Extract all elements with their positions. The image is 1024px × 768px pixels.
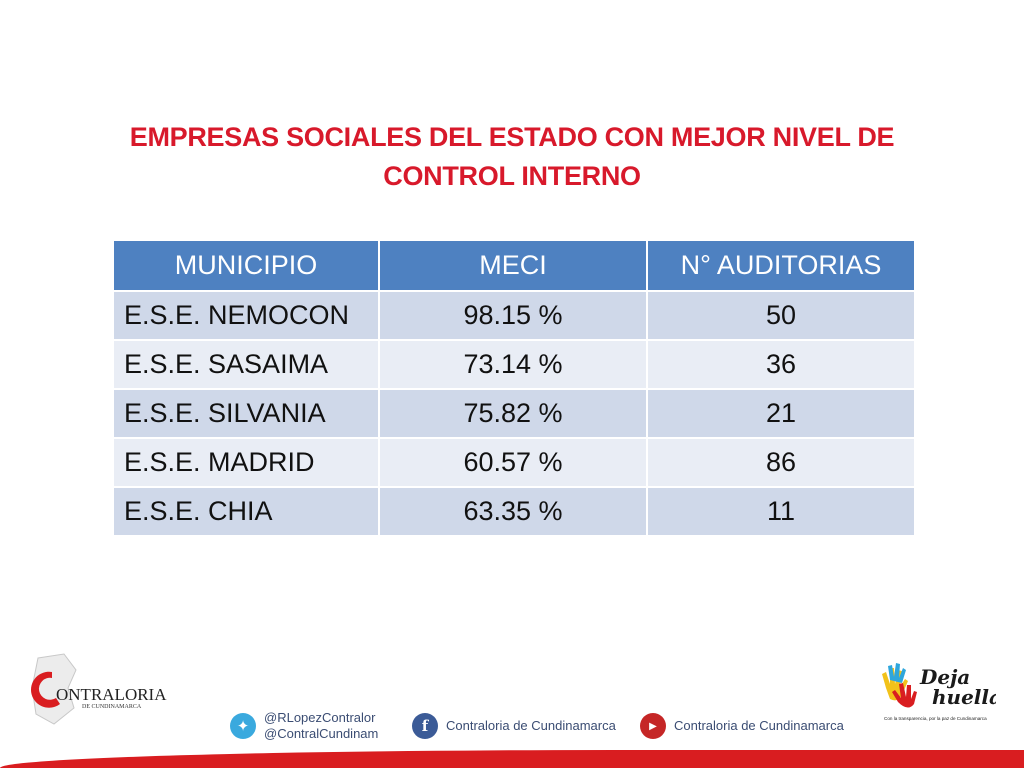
cell-municipio: E.S.E. SASAIMA [112, 339, 380, 390]
facebook-label[interactable]: Contraloria de Cundinamarca [446, 718, 616, 733]
youtube-contact[interactable]: ▶ Contraloria de Cundinamarca [640, 708, 844, 744]
cell-meci: 75.82 % [378, 388, 648, 439]
table-header-row: MUNICIPIO MECI N° AUDITORIAS [112, 239, 916, 292]
cell-auditorias: 11 [646, 486, 916, 537]
table-row: E.S.E. SILVANIA 75.82 % 21 [112, 388, 916, 439]
cell-meci: 60.57 % [378, 437, 648, 488]
cell-municipio: E.S.E. CHIA [112, 486, 380, 537]
table-row: E.S.E. NEMOCON 98.15 % 50 [112, 290, 916, 341]
column-header-meci: MECI [378, 239, 648, 292]
bottom-accent-bar [0, 750, 1024, 768]
cell-municipio: E.S.E. NEMOCON [112, 290, 380, 341]
slide-title: EMPRESAS SOCIALES DEL ESTADO CON MEJOR N… [60, 118, 964, 196]
cell-auditorias: 50 [646, 290, 916, 341]
youtube-label[interactable]: Contraloria de Cundinamarca [674, 718, 844, 733]
cell-auditorias: 86 [646, 437, 916, 488]
title-line-2: CONTROL INTERNO [383, 161, 641, 191]
facebook-contact[interactable]: f Contraloria de Cundinamarca [412, 708, 616, 744]
twitter-contact[interactable]: ✦ @RLopezContralor @ContralCundinam [230, 708, 378, 744]
title-line-1: EMPRESAS SOCIALES DEL ESTADO CON MEJOR N… [129, 122, 895, 152]
cell-municipio: E.S.E. SILVANIA [112, 388, 380, 439]
cell-meci: 63.35 % [378, 486, 648, 537]
deja-huella-logo: Deja huella Con la transparencia, por la… [882, 663, 996, 721]
contraloria-logo: ONTRALORIA DE CUNDINAMARCA [31, 653, 167, 725]
logo-right-line1: Deja [919, 665, 970, 689]
logo-right-line2: huella [932, 685, 996, 709]
table-row: E.S.E. MADRID 60.57 % 86 [112, 437, 916, 488]
twitter-icon: ✦ [230, 713, 256, 739]
logo-left-sub: DE CUNDINAMARCA [82, 704, 142, 710]
table-row: E.S.E. CHIA 63.35 % 11 [112, 486, 916, 537]
cell-auditorias: 21 [646, 388, 916, 439]
twitter-handle-1[interactable]: @RLopezContralor [264, 710, 376, 725]
cell-meci: 73.14 % [378, 339, 648, 390]
logo-left-main: ONTRALORIA [56, 685, 167, 704]
cell-meci: 98.15 % [378, 290, 648, 341]
results-table: MUNICIPIO MECI N° AUDITORIAS E.S.E. NEMO… [112, 239, 916, 537]
cell-auditorias: 36 [646, 339, 916, 390]
cell-municipio: E.S.E. MADRID [112, 437, 380, 488]
twitter-handle-2[interactable]: @ContralCundinam [264, 726, 379, 741]
hands-icon [882, 663, 917, 708]
logo-right-tagline: Con la transparencia, por la paz de Cund… [884, 716, 987, 721]
column-header-auditorias: N° AUDITORIAS [646, 239, 916, 292]
youtube-icon: ▶ [640, 713, 666, 739]
column-header-municipio: MUNICIPIO [112, 239, 380, 292]
table-row: E.S.E. SASAIMA 73.14 % 36 [112, 339, 916, 390]
facebook-icon: f [412, 713, 438, 739]
